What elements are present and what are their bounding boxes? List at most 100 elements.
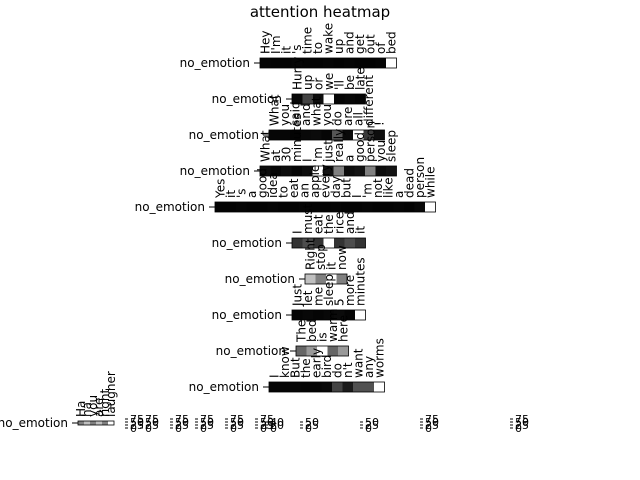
token-label: want <box>351 348 365 378</box>
token-label: but <box>339 178 353 198</box>
heat-cell <box>355 238 366 248</box>
token-label: out <box>363 34 377 54</box>
token-label: what <box>309 96 323 126</box>
heat-cell <box>302 310 313 320</box>
heat-cell <box>320 202 331 212</box>
heat-cell <box>299 202 310 212</box>
token-label: I <box>290 230 304 234</box>
token-label: dead <box>402 168 416 198</box>
heat-cell <box>290 130 301 140</box>
heat-cell <box>84 421 90 425</box>
heat-cell <box>344 310 355 320</box>
colorbar-tick-label: 75 <box>425 413 439 426</box>
heat-cell <box>312 166 323 176</box>
colorbar-tick-label: 0 <box>515 422 522 435</box>
cell-frame <box>291 93 366 105</box>
heat-cell <box>225 202 236 212</box>
heat-cell <box>302 238 313 248</box>
token-label: minutes <box>353 257 367 306</box>
token-label: bed <box>384 31 398 54</box>
token-label: a <box>342 155 356 162</box>
colorbar-tick-label: 25 <box>200 419 214 432</box>
heat-cell <box>291 166 302 176</box>
token-label: minutes <box>290 113 304 162</box>
colorbar-tick-label: 25 <box>230 419 244 432</box>
heat-cell <box>334 94 345 104</box>
token-label: be <box>343 75 357 90</box>
colorbar-tick-label: 0 <box>365 422 372 435</box>
heat-cell <box>338 346 349 356</box>
token-label: really <box>332 129 346 162</box>
cell-frame <box>259 165 397 177</box>
token-label: I <box>300 158 314 162</box>
heat-cell <box>336 274 347 284</box>
colorbar-tick-label: 0 <box>270 422 277 435</box>
heat-cell <box>292 94 303 104</box>
heat-cell <box>383 202 394 212</box>
heat-cell <box>302 166 313 176</box>
heat-cell <box>311 130 322 140</box>
heat-cell <box>279 130 290 140</box>
token-label: n't <box>341 362 355 378</box>
token-label: it <box>324 262 338 270</box>
row-label: no_emotion <box>216 344 286 358</box>
heat-cell <box>362 202 373 212</box>
token-label: more <box>343 275 357 306</box>
heat-cell <box>363 382 374 392</box>
heat-cell <box>354 58 365 68</box>
token-label: you <box>320 104 334 126</box>
token-label: now <box>335 245 349 270</box>
heat-cell <box>341 202 352 212</box>
token-label: you <box>86 395 100 417</box>
cell-frame <box>295 345 349 357</box>
token-label: person <box>363 121 377 162</box>
heat-cell <box>246 202 257 212</box>
token-label: all <box>351 112 365 126</box>
token-label: time <box>300 27 314 54</box>
token-label: What <box>267 94 281 126</box>
token-label: rice <box>332 212 346 234</box>
heat-cell <box>296 346 307 356</box>
heat-cell <box>393 202 404 212</box>
heat-cell <box>342 382 353 392</box>
chart-title: attention heatmap <box>250 3 390 21</box>
token-label: know <box>278 346 292 378</box>
token-label: good <box>255 168 269 198</box>
heat-cell <box>313 94 324 104</box>
colorbar-tick-label: 0 <box>175 422 182 435</box>
colorbar-tick-label: 25 <box>305 419 319 432</box>
token-label: I'm <box>269 35 283 54</box>
heat-cell <box>269 130 280 140</box>
token-label: early <box>309 348 323 378</box>
token-label: idea <box>266 172 280 198</box>
heat-cell <box>281 166 292 176</box>
token-label: 's <box>234 188 248 198</box>
row-label: no_emotion <box>180 56 250 70</box>
cell-frame <box>291 237 366 249</box>
token-label: and <box>342 31 356 54</box>
token-label: Right <box>303 238 317 270</box>
token-label: or <box>311 78 325 90</box>
heat-cell <box>309 202 320 212</box>
token-label: Ha <box>74 401 88 417</box>
colorbar-tick-label: 20 <box>270 419 284 432</box>
row-label: no_emotion <box>225 272 295 286</box>
colorbar-tick-label: 50 <box>425 416 439 429</box>
heat-cell <box>311 382 322 392</box>
colorbar-tick-label: 50 <box>175 416 189 429</box>
heat-cell <box>300 382 311 392</box>
token-label: bird <box>320 355 334 378</box>
row-label: no_emotion <box>180 164 250 178</box>
heat-cell <box>332 130 343 140</box>
token-label: a <box>392 191 406 198</box>
heat-cell <box>375 166 386 176</box>
heat-cell <box>386 58 397 68</box>
heat-cell <box>108 421 114 425</box>
heat-cell <box>270 58 281 68</box>
cell-frame <box>77 420 115 426</box>
token-label: get <box>353 34 367 54</box>
colorbar-tick-label: 0 <box>230 422 237 435</box>
colorbar-tick-label: 0 <box>260 422 267 435</box>
token-label: ! <box>372 121 386 126</box>
